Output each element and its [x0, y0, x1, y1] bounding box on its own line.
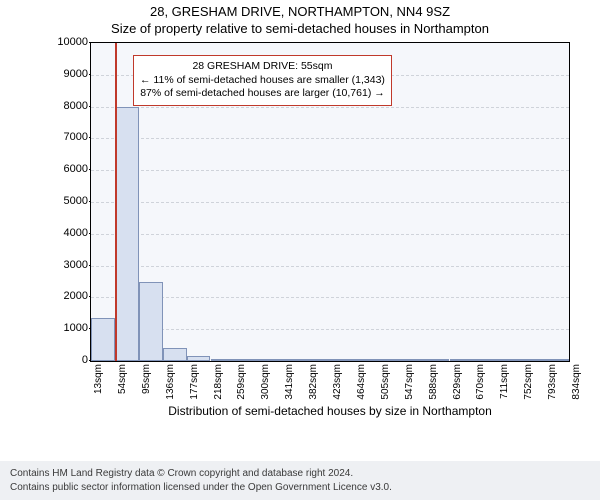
bar	[258, 359, 282, 361]
bar	[91, 318, 115, 361]
x-tick: 629sqm	[452, 364, 463, 400]
annotation-line: 28 GRESHAM DRIVE: 55sqm	[140, 60, 385, 74]
titles: 28, GRESHAM DRIVE, NORTHAMPTON, NN4 9SZ …	[0, 4, 600, 36]
bar	[450, 359, 474, 361]
bar	[306, 359, 330, 361]
y-tick: 1000	[54, 322, 88, 334]
bar	[473, 359, 497, 361]
title-description: Size of property relative to semi-detach…	[0, 21, 600, 36]
footer: Contains HM Land Registry data © Crown c…	[0, 461, 600, 500]
x-tick: 95sqm	[141, 364, 152, 394]
y-tick: 7000	[54, 131, 88, 143]
bar	[545, 359, 569, 361]
y-axis-ticks: 0100020003000400050006000700080009000100…	[54, 42, 88, 362]
y-tick: 5000	[54, 195, 88, 207]
x-tick: 382sqm	[308, 364, 319, 400]
bar	[378, 359, 402, 361]
x-tick: 136sqm	[165, 364, 176, 400]
bar	[139, 282, 163, 362]
bar	[163, 348, 187, 361]
y-tick: 0	[54, 354, 88, 366]
x-tick: 218sqm	[213, 364, 224, 400]
bar	[211, 359, 235, 361]
annotation-line: ← 11% of semi-detached houses are smalle…	[140, 74, 385, 88]
y-tick: 3000	[54, 259, 88, 271]
x-tick: 259sqm	[236, 364, 247, 400]
annotation-box: 28 GRESHAM DRIVE: 55sqm← 11% of semi-det…	[133, 55, 392, 106]
y-tick: 6000	[54, 163, 88, 175]
y-tick: 2000	[54, 290, 88, 302]
x-tick: 752sqm	[523, 364, 534, 400]
x-tick: 341sqm	[284, 364, 295, 400]
bar	[234, 359, 258, 361]
chart: Number of semi-detached properties 01000…	[60, 42, 580, 402]
footer-line1: Contains HM Land Registry data © Crown c…	[10, 467, 590, 481]
bar	[521, 359, 545, 361]
x-tick: 300sqm	[260, 364, 271, 400]
y-tick: 4000	[54, 227, 88, 239]
x-tick: 711sqm	[499, 364, 510, 399]
bar	[402, 359, 426, 361]
y-tick: 10000	[54, 36, 88, 48]
y-tick: 9000	[54, 68, 88, 80]
reference-line	[115, 43, 117, 361]
x-tick: 423sqm	[332, 364, 343, 400]
footer-line2: Contains public sector information licen…	[10, 481, 590, 495]
bar	[282, 359, 306, 361]
x-axis-label: Distribution of semi-detached houses by …	[90, 404, 570, 418]
y-tick: 8000	[54, 100, 88, 112]
bar	[497, 359, 521, 361]
x-tick: 505sqm	[380, 364, 391, 400]
bar	[187, 356, 211, 361]
x-tick: 13sqm	[93, 364, 104, 394]
x-tick: 464sqm	[356, 364, 367, 400]
x-tick: 54sqm	[117, 364, 128, 394]
bar	[330, 359, 354, 361]
x-axis-ticks: 13sqm 54sqm 95sqm 136sqm 177sqm 218sqm 259sqm 3…	[90, 364, 570, 402]
x-tick: 588sqm	[428, 364, 439, 400]
bar	[426, 359, 450, 361]
annotation-line: 87% of semi-detached houses are larger (…	[140, 87, 385, 101]
x-tick: 547sqm	[404, 364, 415, 400]
bar	[354, 359, 378, 361]
x-tick: 834sqm	[571, 364, 582, 400]
title-address: 28, GRESHAM DRIVE, NORTHAMPTON, NN4 9SZ	[0, 4, 600, 19]
x-tick: 793sqm	[547, 364, 558, 400]
x-tick: 177sqm	[189, 364, 200, 400]
plot-area: 28 GRESHAM DRIVE: 55sqm← 11% of semi-det…	[90, 42, 570, 362]
x-tick: 670sqm	[475, 364, 486, 400]
bar	[115, 107, 139, 361]
